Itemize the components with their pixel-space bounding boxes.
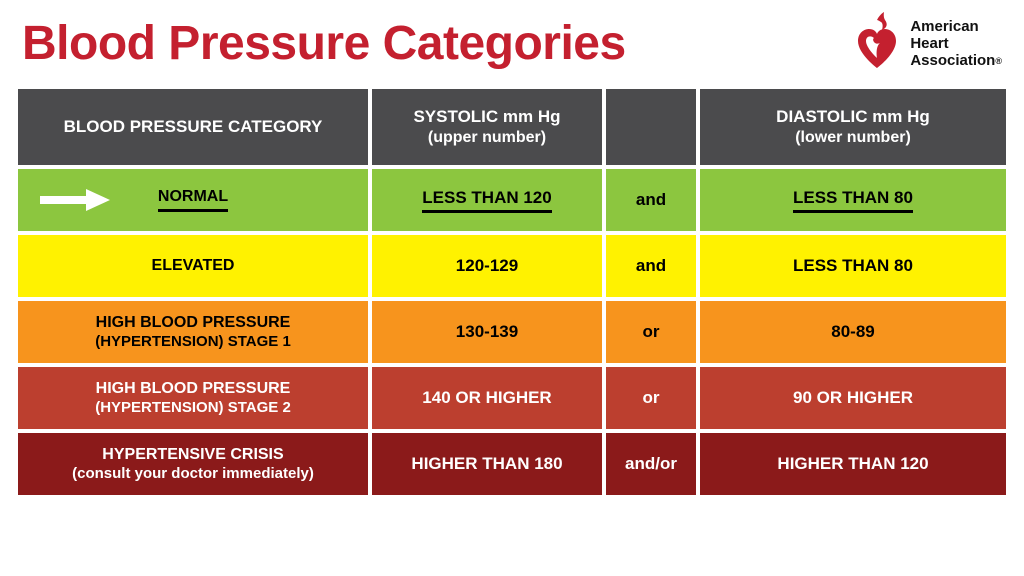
page-title: Blood Pressure Categories	[22, 16, 626, 71]
col-header-systolic: SYSTOLIC mm Hg(upper number)	[372, 89, 602, 165]
row-4-joiner: and/or	[606, 433, 696, 495]
row-3-diastolic: 90 OR HIGHER	[700, 367, 1006, 429]
page: Blood Pressure Categories American Heart…	[0, 0, 1024, 495]
row-2-category: HIGH BLOOD PRESSURE(HYPERTENSION) STAGE …	[18, 301, 368, 363]
heart-flame-icon	[854, 12, 900, 75]
col-header-diastolic: DIASTOLIC mm Hg(lower number)	[700, 89, 1006, 165]
org-line3: Association®	[910, 52, 1002, 69]
org-line2: Heart	[910, 35, 1002, 52]
row-2-diastolic: 80-89	[700, 301, 1006, 363]
row-3-systolic: 140 OR HIGHER	[372, 367, 602, 429]
row-1-systolic: 120-129	[372, 235, 602, 297]
row-3-category: HIGH BLOOD PRESSURE(HYPERTENSION) STAGE …	[18, 367, 368, 429]
row-4-systolic: HIGHER THAN 180	[372, 433, 602, 495]
arrow-icon	[40, 189, 110, 211]
row-1-joiner: and	[606, 235, 696, 297]
row-0-systolic: LESS THAN 120	[372, 169, 602, 231]
row-4-diastolic: HIGHER THAN 120	[700, 433, 1006, 495]
row-0-category: NORMAL	[18, 169, 368, 231]
col-header-joiner	[606, 89, 696, 165]
row-2-joiner: or	[606, 301, 696, 363]
header: Blood Pressure Categories American Heart…	[18, 12, 1006, 75]
col-header-category: BLOOD PRESSURE CATEGORY	[18, 89, 368, 165]
row-3-joiner: or	[606, 367, 696, 429]
bp-table: BLOOD PRESSURE CATEGORYSYSTOLIC mm Hg(up…	[18, 89, 1006, 495]
row-4-category: HYPERTENSIVE CRISIS(consult your doctor …	[18, 433, 368, 495]
row-0-diastolic: LESS THAN 80	[700, 169, 1006, 231]
row-1-diastolic: LESS THAN 80	[700, 235, 1006, 297]
org-name: American Heart Association®	[910, 18, 1002, 70]
row-1-category: ELEVATED	[18, 235, 368, 297]
org-block: American Heart Association®	[854, 12, 1002, 75]
org-line1: American	[910, 18, 1002, 35]
row-0-joiner: and	[606, 169, 696, 231]
row-2-systolic: 130-139	[372, 301, 602, 363]
